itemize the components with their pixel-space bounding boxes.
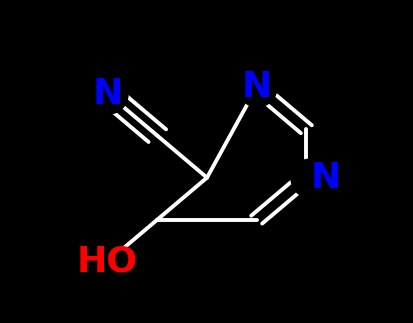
Text: N: N	[241, 70, 271, 104]
Text: N: N	[310, 161, 340, 195]
Text: N: N	[92, 77, 123, 111]
Text: HO: HO	[77, 245, 138, 279]
